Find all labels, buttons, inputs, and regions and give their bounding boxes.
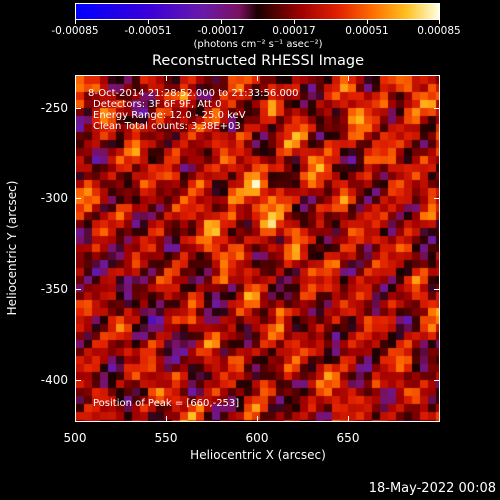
colorbar: [75, 3, 440, 20]
y-tick: [75, 380, 81, 381]
y-tick: [434, 380, 440, 381]
x-axis-label: Heliocentric X (arcsec): [190, 448, 326, 462]
colorbar-units: (photons cm⁻² s⁻¹ asec⁻²): [193, 39, 323, 50]
time-range-label: 8-Oct-2014 21:28:52.000 to 21:33:56.000: [88, 88, 299, 99]
colorbar-tick-label: 0.00051: [345, 25, 389, 37]
x-tick-label: 650: [336, 431, 360, 445]
x-tick-label: 500: [63, 431, 87, 445]
detectors-label: Detectors: 3F 6F 9F, Att 0: [93, 99, 222, 110]
colorbar-tick: [367, 20, 368, 24]
colorbar-tick: [439, 20, 440, 24]
colorbar-tick: [148, 20, 149, 24]
x-tick: [348, 416, 349, 422]
y-tick: [434, 198, 440, 199]
y-tick-label: -400: [40, 373, 68, 387]
y-tick: [75, 289, 81, 290]
plot-title: Reconstructed RHESSI Image: [151, 53, 365, 69]
image-canvas: [76, 76, 439, 421]
colorbar-tick-label: 0.00017: [272, 25, 316, 37]
y-tick: [75, 108, 81, 109]
peak-position-label: Position of Peak = [660,-253]: [93, 398, 240, 409]
x-tick: [257, 416, 258, 422]
colorbar-tick-label: -0.00017: [197, 25, 245, 37]
y-tick: [434, 289, 440, 290]
x-tick: [166, 75, 167, 81]
x-tick: [257, 75, 258, 81]
colorbar-tick: [75, 20, 76, 24]
colorbar-tick-label: 0.00085: [417, 25, 461, 37]
colorbar-tick-label: -0.00051: [124, 25, 172, 37]
y-tick: [434, 108, 440, 109]
clean-counts-label: Clean Total counts: 3.38E+03: [93, 121, 241, 132]
y-tick-label: -300: [40, 191, 68, 205]
y-tick: [75, 198, 81, 199]
x-tick: [166, 416, 167, 422]
footer-date: 18-May-2022 00:08: [368, 481, 496, 496]
y-axis-label: Heliocentric Y (arcsec): [5, 180, 19, 316]
y-tick-label: -250: [40, 101, 68, 115]
x-tick: [348, 75, 349, 81]
rhessi-image: 8-Oct-2014 21:28:52.000 to 21:33:56.000 …: [75, 75, 440, 422]
x-tick: [75, 416, 76, 422]
colorbar-tick: [294, 20, 295, 24]
y-tick-label: -350: [40, 282, 68, 296]
x-tick-label: 550: [154, 431, 178, 445]
x-tick-label: 600: [245, 431, 269, 445]
colorbar-tick: [221, 20, 222, 24]
colorbar-tick-label: -0.00085: [51, 25, 99, 37]
energy-range-label: Energy Range: 12.0 - 25.0 keV: [93, 110, 246, 121]
